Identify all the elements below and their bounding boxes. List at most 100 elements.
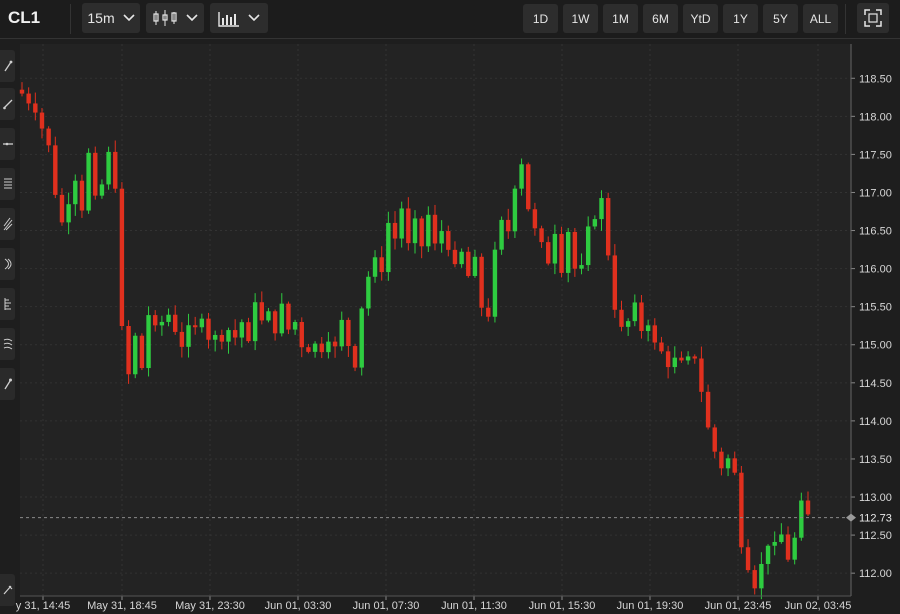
candle-body xyxy=(712,427,717,452)
chart-grid xyxy=(20,44,851,596)
candle-body xyxy=(332,341,338,347)
candle-body xyxy=(745,547,751,571)
candle-body xyxy=(79,180,85,211)
candle-body xyxy=(186,325,191,347)
symbol-label[interactable]: CL1 xyxy=(8,8,41,27)
candle-body xyxy=(612,255,618,310)
candle-body xyxy=(519,164,524,189)
candle-body xyxy=(486,307,491,317)
tool-fibonacci[interactable] xyxy=(0,168,15,200)
range-button-6m[interactable]: 6M xyxy=(643,4,678,33)
time-axis: y 31, 14:45 May 31, 18:45 May 31, 23:30 Jun… xyxy=(16,595,852,612)
x-tick-label: y 31, 14:45 xyxy=(16,600,70,612)
y-tick-label: 116.50 xyxy=(859,226,892,238)
candle-body xyxy=(292,322,298,330)
price-axis: 112.00 112.50 113.00 113.50 114.00 114.50 115.… xyxy=(850,44,892,596)
tool-wave[interactable] xyxy=(0,328,15,360)
range-button-1y[interactable]: 1Y xyxy=(723,4,758,33)
candle-body xyxy=(592,219,598,227)
studies-dropdown[interactable] xyxy=(210,3,268,33)
y-tick-label: 112.00 xyxy=(859,568,892,580)
candle-body xyxy=(192,325,198,328)
range-button-ytd[interactable]: YtD xyxy=(683,4,718,33)
candle-body xyxy=(26,93,31,104)
range-button-1m[interactable]: 1M xyxy=(603,4,638,33)
candle-body xyxy=(359,308,364,368)
candle-body xyxy=(432,214,438,244)
fullscreen-button[interactable] xyxy=(857,3,889,33)
candle-body xyxy=(113,151,118,189)
candle-body xyxy=(779,534,784,542)
range-button-5y[interactable]: 5Y xyxy=(763,4,798,33)
x-tick-label: Jun 01, 03:30 xyxy=(265,600,332,612)
candle-body xyxy=(99,184,105,196)
candle-body xyxy=(272,311,278,334)
toolbar-divider xyxy=(845,4,846,34)
candle-body xyxy=(119,188,125,327)
candle-body xyxy=(212,334,218,340)
candle-body xyxy=(279,303,284,334)
candle-body xyxy=(459,251,464,265)
candle-body xyxy=(219,334,225,342)
y-tick-label: 114.00 xyxy=(859,416,892,428)
chart-toolbar: CL1 15m 1D 1W 1M 6M YtD 1Y 5Y ALL xyxy=(0,0,900,39)
candle-body xyxy=(312,343,318,352)
candle-body xyxy=(33,103,38,113)
candle-body xyxy=(133,335,138,375)
tool-ruler[interactable] xyxy=(0,288,15,320)
candle-body xyxy=(759,563,764,589)
candle-body xyxy=(579,265,584,269)
interval-label: 15m xyxy=(87,10,115,26)
range-button-1d[interactable]: 1D xyxy=(523,4,558,33)
candle-body xyxy=(599,198,604,220)
candle-body xyxy=(73,180,78,205)
candle-body xyxy=(466,251,471,276)
interval-dropdown[interactable]: 15m xyxy=(82,3,140,33)
candle-body xyxy=(446,231,451,250)
candle-body xyxy=(386,222,391,273)
candle-body xyxy=(805,500,811,515)
candle-body xyxy=(719,451,724,469)
ruler-icon xyxy=(4,298,11,310)
tool-arc[interactable] xyxy=(0,248,15,280)
y-tick-label: 115.50 xyxy=(859,302,892,314)
candle-body xyxy=(739,472,744,548)
chart-style-dropdown[interactable] xyxy=(146,3,204,33)
x-tick-label: Jun 01, 15:30 xyxy=(529,600,596,612)
tool-trend-line[interactable] xyxy=(0,88,15,120)
candle-body xyxy=(166,314,171,322)
chevron-down-icon xyxy=(186,14,198,22)
line-tool-icon xyxy=(2,99,12,110)
fullscreen-icon xyxy=(864,9,882,27)
candle-body xyxy=(685,356,691,361)
x-tick-label: Jun 01, 19:30 xyxy=(617,600,684,612)
candle-body xyxy=(605,198,611,256)
candle-body xyxy=(86,152,91,211)
tool-pencil[interactable] xyxy=(0,50,15,82)
tool-horizontal-line[interactable] xyxy=(0,128,15,160)
candle-body xyxy=(652,325,657,343)
candle-body xyxy=(559,233,564,273)
tool-delete[interactable] xyxy=(0,574,15,606)
candle-body xyxy=(146,315,151,369)
candle-body xyxy=(439,231,444,244)
y-tick-label: 115.00 xyxy=(859,340,892,352)
tool-pitchfork[interactable] xyxy=(0,208,15,240)
candle-body xyxy=(173,314,178,332)
candle-body xyxy=(632,302,638,322)
candle-body xyxy=(426,214,431,247)
candle-body xyxy=(126,326,131,375)
range-button-all[interactable]: ALL xyxy=(803,4,838,33)
x-tick-label: Jun 01, 07:30 xyxy=(353,600,420,612)
x-tick-label: Jun 01, 23:45 xyxy=(705,600,772,612)
candle-body xyxy=(492,249,498,317)
candle-body xyxy=(585,226,591,266)
candlestick-icon xyxy=(153,10,177,26)
range-button-1w[interactable]: 1W xyxy=(563,4,598,33)
x-tick-label: Jun 02, 03:45 xyxy=(785,600,852,612)
candle-body xyxy=(352,346,358,368)
tool-brush[interactable] xyxy=(0,368,15,400)
candle-body xyxy=(765,545,771,564)
candle-body xyxy=(66,204,71,223)
